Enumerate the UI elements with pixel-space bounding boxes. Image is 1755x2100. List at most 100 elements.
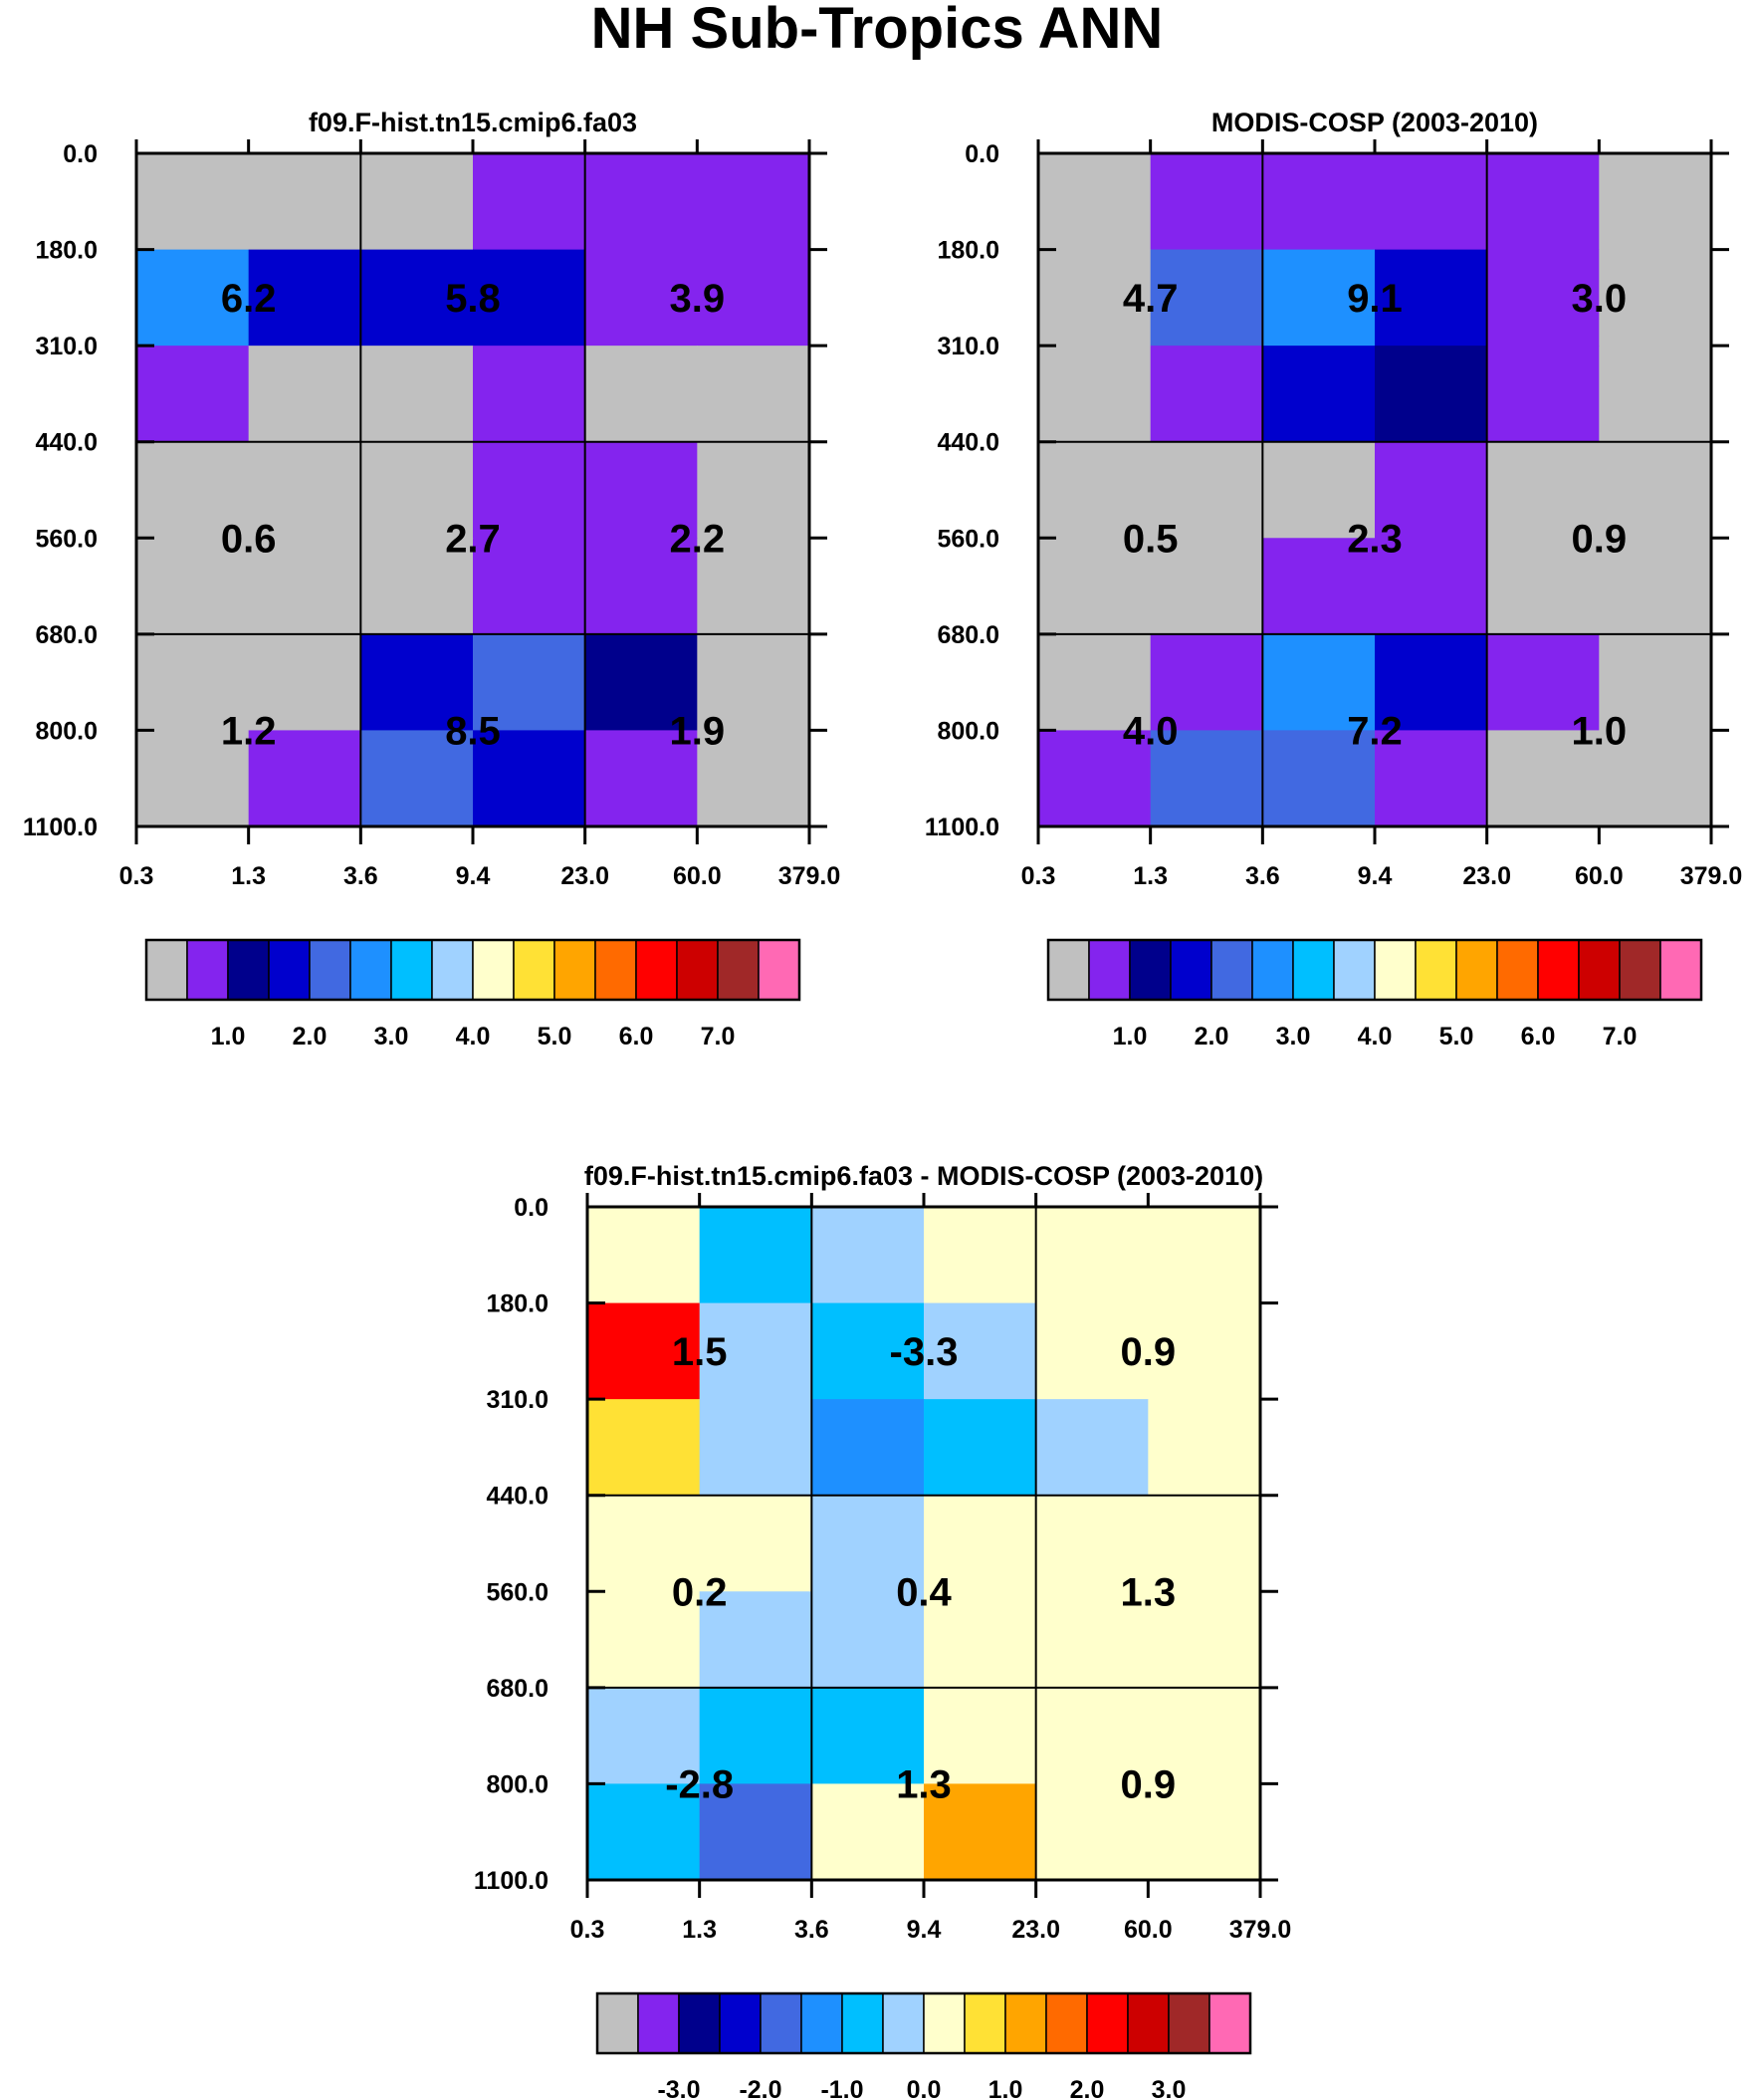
- box-value-label: 3.0: [1572, 277, 1628, 321]
- y-tick-label: 180.0: [486, 1290, 548, 1318]
- heatmap-cell: [1035, 1399, 1149, 1497]
- heatmap-cell: [248, 346, 361, 443]
- y-tick-label: 180.0: [937, 237, 999, 265]
- heatmap-cell: [1150, 730, 1263, 827]
- heatmap-cell: [584, 633, 698, 731]
- heatmap-cell: [1038, 249, 1152, 347]
- heatmap-cell: [473, 633, 586, 731]
- heatmap-cell: [811, 1207, 925, 1304]
- heatmap-cell: [1375, 346, 1488, 443]
- colorbar-box: [719, 1992, 762, 2054]
- heatmap-cell: [1038, 153, 1152, 251]
- heatmap-cell: [1486, 730, 1600, 827]
- heatmap-cell: [473, 730, 586, 827]
- heatmap-cell: [697, 538, 810, 635]
- heatmap-cell: [473, 441, 586, 539]
- heatmap-cell: [697, 730, 810, 827]
- heatmap-cell: [360, 346, 474, 443]
- heatmap-cell: [924, 1302, 1037, 1400]
- heatmap-cell: [811, 1783, 925, 1881]
- box-value-label: 6.2: [221, 277, 277, 321]
- y-tick-label: 560.0: [35, 525, 98, 553]
- box-value-label: 0.4: [896, 1570, 952, 1614]
- box-value-label: 1.3: [1121, 1570, 1177, 1614]
- heatmap-cell: [699, 1495, 812, 1592]
- heatmap-cell: [584, 538, 698, 635]
- heatmap-cell: [1150, 346, 1263, 443]
- colorbar-box: [760, 1992, 802, 2054]
- colorbar-label: 2.0: [293, 1023, 328, 1050]
- heatmap-cell: [360, 633, 474, 731]
- x-tick-label: 1.3: [1133, 862, 1168, 890]
- colorbar-box: [472, 939, 515, 1001]
- box-value-label: 8.5: [445, 709, 501, 753]
- panel-obs: MODIS-COSP (2003-2010) 0.0 180.0 310.0 440.0…: [925, 108, 1742, 1050]
- colorbar-box: [1045, 1992, 1088, 2054]
- heatmap-cell: [248, 633, 361, 731]
- heatmap-cell: [1148, 1207, 1261, 1304]
- x-tick-label: 1.3: [231, 862, 266, 890]
- heatmap-cell: [587, 1207, 701, 1304]
- heatmap-cell: [1035, 1302, 1149, 1400]
- heatmap-cell: [360, 249, 474, 347]
- colorbar-label: -3.0: [657, 2076, 700, 2100]
- heatmap-cell: [1148, 1687, 1261, 1784]
- box-value-label: 1.9: [670, 709, 726, 753]
- heatmap-cell: [1486, 249, 1600, 347]
- box-value-label: 2.7: [445, 517, 501, 561]
- heatmap-cell: [924, 1495, 1037, 1592]
- colorbar-box: [1086, 1992, 1129, 2054]
- x-tick-label: 379.0: [1680, 862, 1743, 890]
- box-value-label: 0.9: [1572, 517, 1628, 561]
- heatmap-cell: [360, 153, 474, 251]
- heatmap-cell: [699, 1783, 812, 1881]
- colorbar-box: [1496, 939, 1539, 1001]
- y-tick-label: 310.0: [35, 333, 98, 360]
- heatmap-cell: [924, 1687, 1037, 1784]
- y-tick-label: 310.0: [937, 333, 999, 360]
- y-tick-label: 800.0: [486, 1770, 548, 1798]
- x-tick-label: 3.6: [1245, 862, 1280, 890]
- heatmap-cell: [697, 441, 810, 539]
- heatmap-cell: [1599, 730, 1712, 827]
- box-value-label: 0.9: [1121, 1330, 1177, 1374]
- colorbar-label: 7.0: [1603, 1023, 1638, 1050]
- colorbar-box: [1292, 939, 1335, 1001]
- heatmap-cell: [587, 1783, 701, 1881]
- colorbar-label: 6.0: [1521, 1023, 1556, 1050]
- heatmap-cell: [1375, 249, 1488, 347]
- colorbar-box: [1004, 1992, 1047, 2054]
- colorbar-box: [1333, 939, 1376, 1001]
- colorbar-box: [717, 939, 760, 1001]
- box-value-label: 1.5: [672, 1330, 728, 1374]
- heatmap-cell: [473, 538, 586, 635]
- heatmap-cell: [1599, 441, 1712, 539]
- heatmap-cell: [1486, 153, 1600, 251]
- heatmap-cell: [1262, 538, 1376, 635]
- x-tick-label: 60.0: [673, 862, 722, 890]
- heatmap-cell: [924, 1591, 1037, 1689]
- panel-title: f09.F-hist.tn15.cmip6.fa03 - MODIS-COSP …: [584, 1161, 1263, 1191]
- heatmap-cell: [699, 1399, 812, 1497]
- heatmap-cell: [584, 346, 698, 443]
- heatmap-cell: [136, 730, 250, 827]
- heatmap-cell: [1262, 346, 1376, 443]
- x-tick-label: 0.3: [119, 862, 154, 890]
- colorbar-box: [390, 939, 433, 1001]
- colorbar-box: [349, 939, 392, 1001]
- heatmap-cell: [587, 1399, 701, 1497]
- heatmap-cell: [699, 1687, 812, 1784]
- heatmap-cell: [587, 1687, 701, 1784]
- panel-title: MODIS-COSP (2003-2010): [1211, 108, 1538, 137]
- colorbar-box: [1170, 939, 1212, 1001]
- box-value-label: -3.3: [890, 1330, 959, 1374]
- colorbar-label: 4.0: [456, 1023, 491, 1050]
- heatmap-cell: [811, 1399, 925, 1497]
- heatmap-cell: [1486, 633, 1600, 731]
- colorbar-label: 1.0: [988, 2076, 1023, 2100]
- heatmap-cell: [1599, 633, 1712, 731]
- x-tick-label: 23.0: [1462, 862, 1511, 890]
- box-value-label: 9.1: [1347, 277, 1403, 321]
- heatmap-cell: [360, 730, 474, 827]
- heatmap-cell: [136, 249, 250, 347]
